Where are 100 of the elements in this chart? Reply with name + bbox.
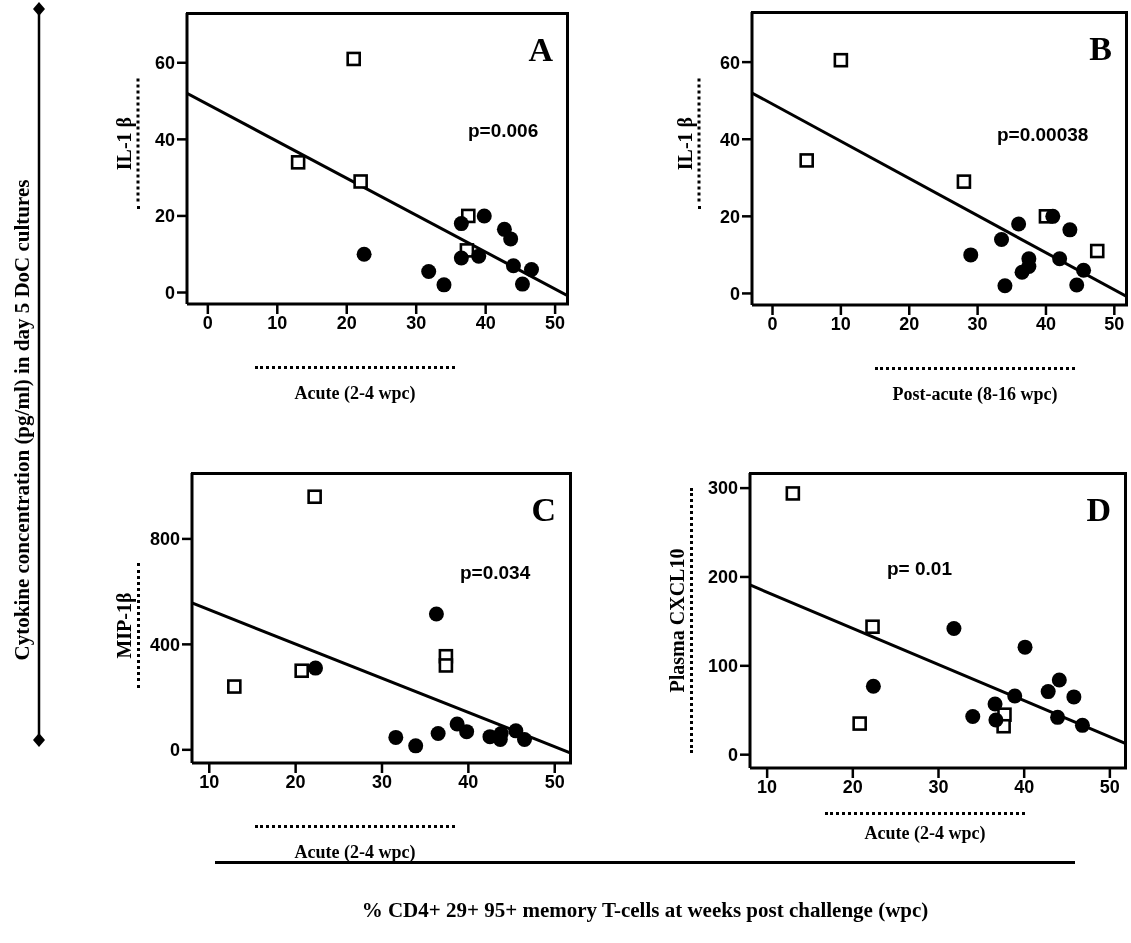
x-tick-label: 40: [1014, 776, 1035, 797]
point: [476, 208, 492, 224]
point: [388, 729, 404, 745]
point: [1017, 639, 1033, 655]
x-tick-label: 0: [202, 312, 213, 333]
x-tick-label: 30: [928, 776, 949, 797]
text: Cytokine concentration (pg/ml) in day 5 DoC cultures: [9, 178, 35, 663]
point: [1066, 689, 1082, 705]
point: [994, 231, 1010, 247]
point: [1076, 262, 1092, 278]
x-tick-label: 10: [267, 312, 288, 333]
x-tick-label: 10: [199, 771, 220, 792]
x-axis-title: Acute (2-4 wpc): [255, 366, 455, 404]
x-tick-label: 30: [967, 313, 988, 334]
point: [1011, 216, 1027, 232]
x-tick-label: 40: [458, 771, 479, 792]
x-tick-label: 50: [544, 771, 565, 792]
x-tick-label: 50: [545, 312, 566, 333]
x-tick-label: 10: [830, 313, 851, 334]
point: [503, 231, 519, 247]
point: [997, 278, 1013, 294]
point: [453, 216, 469, 232]
y-tick-label: 100: [707, 656, 738, 677]
point: [307, 489, 322, 505]
y-tick-label: 0: [169, 740, 180, 761]
point: [514, 276, 530, 292]
x-tick-label: 30: [406, 312, 427, 333]
x-tick-label: 20: [336, 312, 357, 333]
y-axis-title: Plasma CXCL10: [663, 488, 693, 753]
point: [1074, 717, 1090, 733]
point: [865, 619, 880, 635]
point: [459, 724, 475, 740]
text: % CD4+ 29+ 95+ memory T-cells at weeks post challenge (wpc): [360, 898, 930, 923]
annotation: p=0.034: [460, 562, 531, 584]
x-axis-title: Acute (2-4 wpc): [255, 825, 455, 863]
point: [227, 679, 242, 694]
point: [988, 712, 1004, 728]
point: [517, 732, 532, 748]
point: [505, 258, 521, 274]
x-tick-label: 40: [1035, 313, 1056, 334]
y-tick-label: 300: [707, 478, 738, 499]
y-tick-label: 20: [154, 206, 175, 227]
y-axis-title: MIP-1β: [110, 563, 140, 688]
point: [1089, 243, 1105, 259]
x-axis-title: Acute (2-4 wpc): [825, 812, 1025, 844]
annotation: p=0.006: [468, 120, 539, 142]
y-tick-label: 800: [149, 529, 180, 550]
point: [438, 658, 454, 673]
point: [308, 660, 323, 676]
y-axis-title: IL-1 β: [671, 78, 701, 209]
y-tick-label: 20: [719, 206, 740, 227]
y-tick-label: 40: [154, 129, 175, 150]
point: [524, 262, 539, 278]
point: [353, 174, 368, 189]
point: [436, 277, 452, 293]
point: [1045, 208, 1061, 224]
x-tick-label: 30: [371, 771, 393, 792]
point: [453, 250, 469, 266]
y-axis-title: IL-1 β: [110, 78, 140, 209]
x-tick-label: 20: [899, 313, 920, 334]
x-tick-label: 0: [767, 313, 778, 334]
point: [294, 663, 309, 679]
point: [1051, 672, 1067, 688]
point: [852, 716, 867, 731]
point: [1050, 709, 1066, 725]
y-tick-label: 400: [149, 634, 180, 655]
point: [833, 52, 849, 68]
point: [1062, 222, 1078, 238]
point: [987, 696, 1003, 712]
point: [963, 247, 979, 263]
point: [799, 153, 814, 168]
point: [408, 738, 424, 754]
x-tick-label: 20: [842, 776, 863, 797]
y-tick-label: 60: [154, 53, 175, 74]
point: [965, 708, 981, 724]
point: [1052, 251, 1068, 267]
y-tick-label: 0: [727, 745, 738, 766]
text: C: [530, 491, 556, 529]
point: [428, 606, 444, 622]
text: B: [1088, 30, 1112, 68]
point: [471, 248, 487, 264]
point: [865, 678, 881, 694]
x-axis-title: Post-acute (8-16 wpc): [875, 367, 1075, 405]
point: [290, 155, 306, 170]
point: [346, 51, 361, 67]
text: D: [1085, 491, 1111, 529]
x-tick-label: 50: [1104, 313, 1125, 334]
point: [421, 263, 437, 279]
x-tick-label: 20: [285, 771, 306, 792]
point: [1040, 684, 1056, 700]
y-tick-label: 0: [729, 283, 740, 304]
point: [430, 725, 446, 741]
annotation: p=0.00038: [997, 124, 1089, 146]
x-tick-label: 10: [757, 776, 778, 797]
point: [356, 246, 372, 262]
y-tick-label: 60: [719, 52, 740, 73]
point: [785, 486, 801, 501]
y-tick-label: 0: [164, 282, 175, 303]
x-tick-label: 40: [475, 312, 496, 333]
point: [1069, 277, 1085, 293]
